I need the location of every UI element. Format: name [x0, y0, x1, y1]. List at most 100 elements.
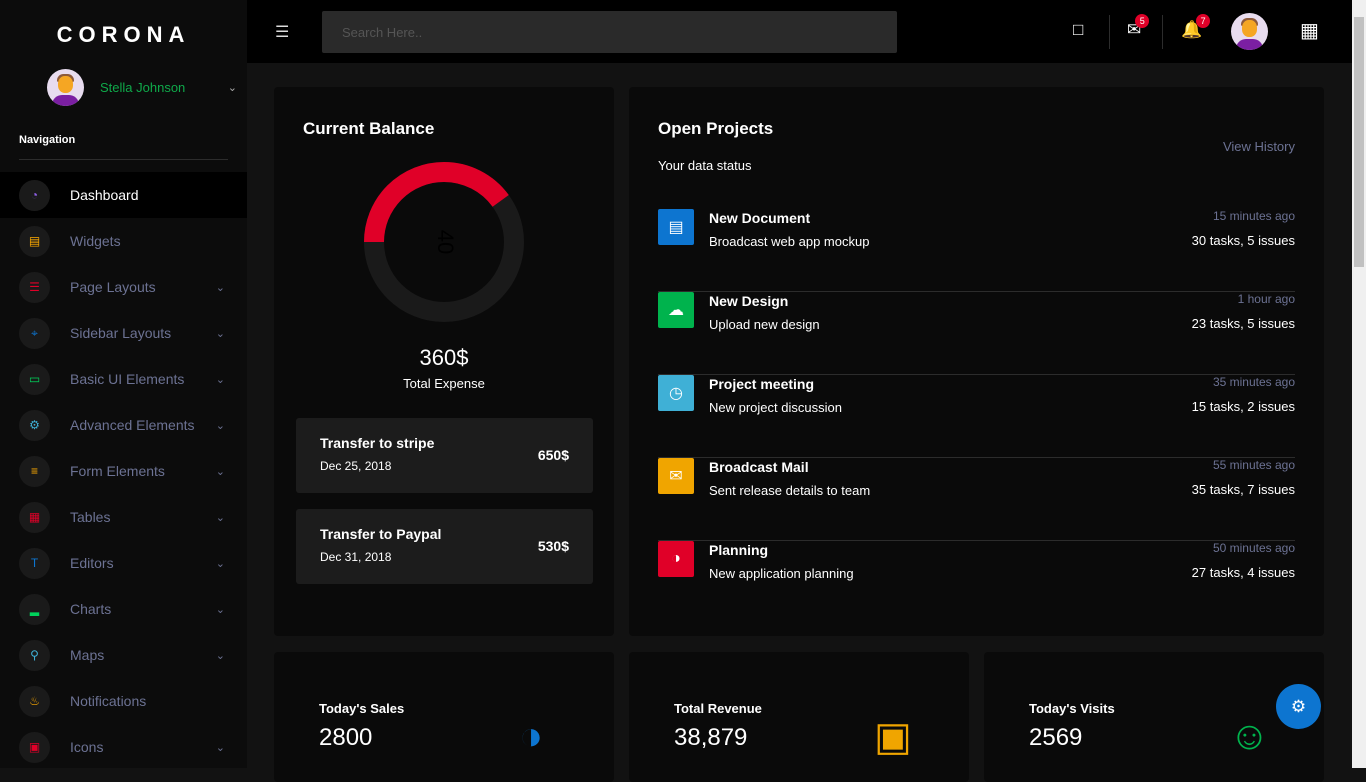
mail-icon[interactable]: ✉ 5 — [1127, 14, 1150, 40]
open-projects-card: Open Projects Your data status View Hist… — [629, 87, 1324, 636]
chevron-down-icon: ⌄ — [215, 281, 225, 294]
scrollbar[interactable] — [1352, 0, 1366, 768]
project-item[interactable]: ▤ New Document Broadcast web app mockup 15 … — [658, 209, 1295, 292]
sidebar-item-icons[interactable]: ▣ Icons ⌄ — [0, 724, 247, 770]
project-item[interactable]: ☁ New Design Upload new design 1 hour ago 23… — [658, 292, 1295, 375]
notification-count-badge: 7 — [1196, 14, 1211, 28]
chevron-down-icon[interactable]: ⌄ — [227, 81, 237, 94]
sidebar-item-label: Maps — [70, 647, 105, 663]
menu-toggle-icon[interactable]: ☰ — [275, 24, 290, 41]
total-amount: 360$ — [419, 345, 469, 370]
project-time: 55 minutes ago — [1212, 458, 1295, 472]
project-title: New Document — [709, 210, 811, 226]
account-icon: ☺ — [1229, 714, 1270, 758]
bell-icon[interactable]: 🔔 7 — [1181, 14, 1211, 40]
total-label: Total Expense — [403, 376, 485, 391]
laptop-icon: ▭ — [19, 363, 50, 395]
stat-card-total-revenue: Total Revenue 38,879 ▣ — [629, 652, 969, 782]
divider — [1109, 15, 1110, 49]
view-history-link[interactable]: View History — [1222, 139, 1295, 154]
chevron-down-icon: ⌄ — [215, 373, 225, 386]
transfer-amount: 530$ — [537, 538, 569, 554]
sidebar-item-page-layouts[interactable]: ☰ Page Layouts ⌄ — [0, 264, 247, 310]
sidebar-item-form-elements[interactable]: ≡ Form Elements ⌄ — [0, 448, 247, 494]
sidebar-item-charts[interactable]: ▂ Charts ⌄ — [0, 586, 247, 632]
chat-icon[interactable]: □ — [1073, 20, 1084, 39]
sidebar-item-editors[interactable]: T Editors ⌄ — [0, 540, 247, 586]
project-time: 35 minutes ago — [1212, 375, 1295, 389]
contacts-icon: ▣ — [19, 731, 50, 763]
transfer-item[interactable]: Transfer to stripe Dec 25, 2018 650$ — [296, 418, 593, 493]
sidebar-item-label: Page Layouts — [70, 279, 156, 295]
sidebar-item-label: Charts — [70, 601, 112, 617]
sidebar-item-label: Sidebar Layouts — [70, 325, 172, 341]
speedometer-icon: ◔ — [19, 179, 50, 211]
project-stats: 35 tasks, 7 issues — [1191, 482, 1295, 497]
settings-button[interactable]: ⚙ — [1276, 684, 1321, 729]
chevron-down-icon: ⌄ — [215, 649, 225, 662]
stat-label: Total Revenue — [674, 701, 762, 716]
sidebar-item-label: Notifications — [70, 693, 147, 709]
project-time: 50 minutes ago — [1212, 541, 1295, 555]
header-avatar[interactable] — [1231, 13, 1268, 50]
gear-icon: ⚙ — [1290, 696, 1307, 716]
bell-icon: ♨ — [19, 685, 50, 717]
project-item[interactable]: ✉ Broadcast Mail Sent release details to t… — [658, 458, 1295, 541]
stat-value: 2569 — [1029, 724, 1083, 751]
form-icon: ≡ — [19, 455, 50, 487]
layouts-icon: ☰ — [19, 271, 50, 303]
clock-icon: ◷ — [658, 375, 694, 411]
chevron-down-icon: ⌄ — [215, 603, 225, 616]
transfer-title: Transfer to Paypal — [320, 526, 442, 542]
sidebar-item-label: Editors — [70, 555, 114, 571]
project-title: Planning — [709, 542, 769, 558]
chevron-down-icon: ⌄ — [215, 741, 225, 754]
project-title: New Design — [709, 293, 789, 309]
project-time: 1 hour ago — [1237, 292, 1295, 306]
project-stats: 23 tasks, 5 issues — [1191, 316, 1295, 331]
chart-icon: ▂ — [19, 593, 50, 625]
transfer-item[interactable]: Transfer to Paypal Dec 31, 2018 530$ — [296, 509, 593, 584]
search-input[interactable] — [322, 11, 897, 53]
map-pin-icon: ⚲ — [19, 639, 50, 671]
user-profile[interactable]: Stella Johnson ⌄ — [47, 68, 237, 106]
text-icon: T — [19, 547, 50, 579]
project-item[interactable]: ◷ Project meeting New project discussion 35… — [658, 375, 1295, 458]
card-title: Open Projects — [658, 119, 774, 138]
donut-arc — [364, 162, 524, 322]
project-stats: 27 tasks, 4 issues — [1191, 565, 1295, 580]
mail-icon: ✉ — [658, 458, 694, 494]
sidebar-item-tables[interactable]: ▦ Tables ⌄ — [0, 494, 247, 540]
sidebar-nav: ◔ Dashboard ▤ Widgets ☰ Page Layouts ⌄ ⌖ Sidebar… — [0, 172, 247, 770]
sidebar-item-basic-ui-elements[interactable]: ▭ Basic UI Elements ⌄ — [0, 356, 247, 402]
divider — [19, 159, 228, 160]
sidebar: CORONA Stella Johnson ⌄ Navigation ◔ Dash… — [0, 0, 247, 768]
stat-value: 38,879 — [674, 724, 748, 751]
sidebar-item-widgets[interactable]: ▤ Widgets — [0, 218, 247, 264]
transfer-title: Transfer to stripe — [320, 435, 435, 451]
chevron-down-icon: ⌄ — [215, 511, 225, 524]
sidebar-item-dashboard[interactable]: ◔ Dashboard — [0, 172, 247, 218]
sidebar-item-maps[interactable]: ⚲ Maps ⌄ — [0, 632, 247, 678]
stat-card-today-s-sales: Today's Sales 2800 ◑ — [274, 652, 614, 782]
avatar — [47, 68, 84, 106]
grid-icon[interactable]: ▦ — [1300, 20, 1319, 42]
sidebar-item-advanced-elements[interactable]: ⚙ Advanced Elements ⌄ — [0, 402, 247, 448]
gear-icon: ⚙ — [19, 409, 50, 441]
sidebar-item-sidebar-layouts[interactable]: ⌖ Sidebar Layouts ⌄ — [0, 310, 247, 356]
top-navbar: ☰ □ ✉5 🔔7 ▦ — [247, 0, 1352, 63]
project-title: Project meeting — [709, 376, 815, 392]
table-icon: ▦ — [19, 501, 50, 533]
sidebar-item-notifications[interactable]: ♨ Notifications — [0, 678, 247, 724]
transfer-date: Dec 31, 2018 — [320, 550, 392, 564]
sidebar-item-label: Tables — [70, 509, 111, 525]
sidebar-item-label: Icons — [70, 739, 104, 755]
project-item[interactable]: ◑ Planning New application planning 50 minu… — [658, 541, 1295, 624]
chevron-down-icon: ⌄ — [215, 327, 225, 340]
current-balance-card: Current Balance 40 360$ Total Expense Tr… — [274, 87, 614, 636]
pie-icon: ◑ — [658, 541, 694, 577]
brand-logo[interactable]: CORONA — [56, 22, 191, 47]
cloud-upload-icon: ☁ — [658, 292, 694, 328]
project-stats: 30 tasks, 5 issues — [1191, 233, 1295, 248]
project-stats: 15 tasks, 2 issues — [1191, 399, 1295, 414]
